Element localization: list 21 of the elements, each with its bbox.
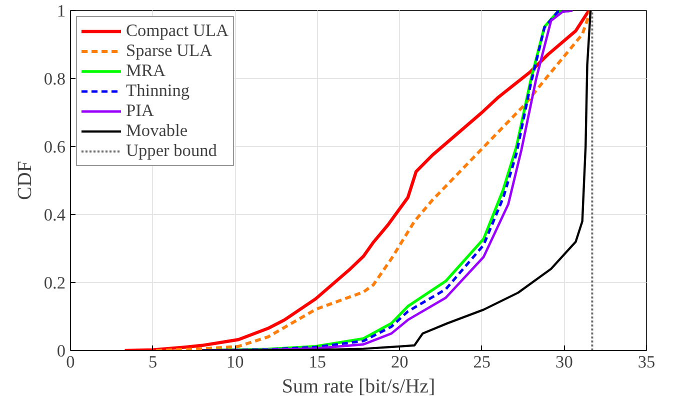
x-tick-label: 5 — [148, 352, 158, 372]
y-axis-title: CDF — [14, 161, 36, 200]
legend-label: PIA — [126, 101, 154, 121]
x-tick-label: 15 — [308, 352, 326, 372]
x-tick-label: 20 — [390, 352, 408, 372]
y-tick-label: 0.4 — [44, 206, 66, 224]
x-tick-label: 30 — [556, 352, 573, 372]
legend-label: MRA — [126, 61, 166, 81]
legend-label: Sparse ULA — [126, 41, 212, 61]
y-tick-label: 0.8 — [44, 70, 66, 88]
y-tick-label: 0.6 — [44, 138, 66, 156]
legend-label: Compact ULA — [126, 21, 229, 41]
x-tick-label: 10 — [226, 352, 244, 372]
legend-label: Upper bound — [126, 141, 217, 161]
x-tick-label: 25 — [473, 352, 491, 372]
y-tick-label: 1 — [56, 2, 66, 20]
x-axis-title: Sum rate [bit/s/Hz] — [282, 376, 436, 398]
y-tick-label: 0.2 — [44, 274, 66, 292]
legend-label: Movable — [126, 121, 188, 141]
legend-label: Thinning — [126, 81, 190, 101]
x-tick-label: 35 — [638, 352, 656, 372]
